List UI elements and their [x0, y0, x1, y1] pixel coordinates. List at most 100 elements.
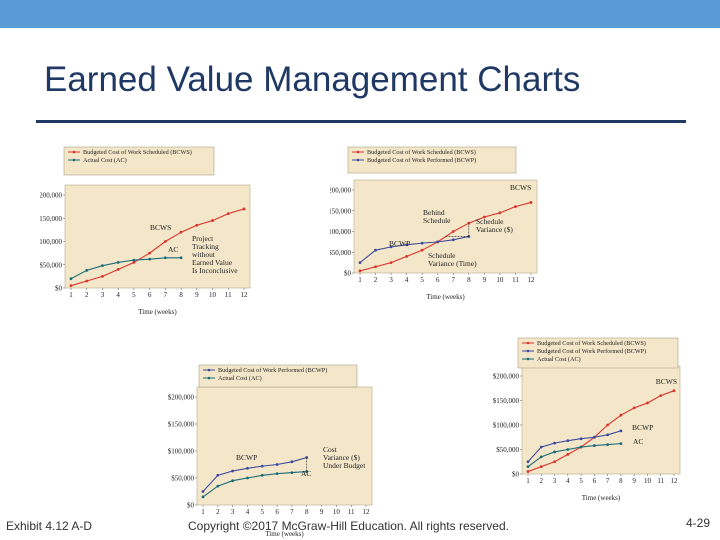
legend-label: Actual Cost (AC) — [83, 157, 127, 164]
x-tick-label: 11 — [225, 291, 232, 299]
data-point — [290, 460, 294, 464]
series-line — [70, 257, 182, 280]
data-point — [659, 394, 663, 397]
x-tick-label: 4 — [116, 291, 120, 299]
legend-box — [63, 146, 215, 176]
data-point — [195, 223, 199, 227]
chart-annotation: without — [192, 250, 216, 259]
data-point — [148, 251, 152, 255]
data-point — [101, 274, 104, 278]
legend-box — [517, 337, 679, 369]
chart-annotation: BCWP — [632, 423, 653, 432]
data-point — [514, 205, 517, 208]
data-point — [85, 279, 89, 283]
data-point — [539, 455, 543, 459]
chart-d: $0 $50,000 $100,000 $150,000 $200,000 1 2 3 4 5 6 7… — [480, 334, 682, 504]
chart-annotation: BCWS — [510, 183, 531, 192]
y-tick-label: $200,000 — [330, 187, 352, 195]
series-line — [70, 208, 245, 287]
data-point — [216, 484, 220, 488]
y-tick-label: $100,000 — [168, 448, 195, 456]
y-tick-label: $100,000 — [330, 228, 352, 236]
data-point — [216, 473, 220, 477]
data-point — [275, 472, 279, 476]
x-tick-label: 3 — [231, 508, 235, 516]
data-point — [420, 241, 424, 245]
y-tick-label: $200,000 — [493, 373, 520, 381]
x-tick-label: 5 — [132, 291, 136, 299]
chart-annotation: Schedule — [423, 216, 451, 225]
data-point — [231, 479, 235, 483]
x-tick-label: 6 — [436, 276, 440, 284]
data-point — [592, 444, 596, 447]
y-tick-label: $50,000 — [496, 446, 519, 454]
series-line — [202, 456, 307, 492]
x-tick-label: 6 — [148, 291, 152, 299]
x-tick-label: 7 — [452, 276, 456, 284]
x-tick-label: 2 — [216, 508, 220, 516]
plot-area — [521, 365, 681, 475]
plot-area — [353, 179, 538, 274]
y-tick-label: $200,000 — [40, 192, 63, 200]
plot-area — [196, 386, 373, 506]
x-tick-label: 3 — [553, 477, 557, 485]
data-point — [116, 268, 120, 271]
x-tick-label: 11 — [512, 276, 519, 284]
x-tick-label: 8 — [619, 477, 623, 485]
chart-annotation: Project — [192, 234, 214, 243]
y-tick-label: $0 — [55, 285, 63, 293]
y-tick-label: $150,000 — [493, 397, 520, 405]
chart-c: $0 $50,000 $100,000 $150,000 $200,000 1 2 3 4 5 6 7… — [155, 355, 380, 540]
data-point — [201, 495, 205, 499]
data-point — [201, 490, 205, 493]
legend-box — [347, 146, 517, 174]
chart-annotation: Schedule — [428, 251, 456, 260]
y-tick-label: $0 — [187, 502, 195, 510]
data-point — [246, 466, 249, 470]
data-point — [163, 256, 167, 260]
series-line — [527, 390, 675, 473]
legend-marker — [207, 376, 211, 380]
data-point — [566, 439, 570, 443]
x-tick-label: 7 — [606, 477, 610, 485]
x-tick-label: 5 — [420, 276, 424, 284]
y-tick-label: $150,000 — [40, 215, 63, 223]
x-tick-label: 7 — [290, 508, 294, 516]
chart-annotation: Variance ($) — [476, 225, 513, 234]
data-point — [646, 401, 649, 405]
data-point — [358, 261, 362, 265]
data-point — [260, 464, 264, 468]
data-point — [619, 442, 623, 446]
x-tick-label: 1 — [69, 291, 73, 299]
data-point — [290, 471, 294, 474]
data-point — [526, 465, 530, 469]
x-axis-label: Time (weeks) — [265, 530, 304, 538]
chart-svg: $0$50,000$100,000$150,000$200,0001234567… — [330, 146, 538, 301]
x-tick-label: 5 — [579, 477, 583, 485]
data-point — [246, 476, 249, 480]
chart-annotation: AC — [301, 469, 311, 478]
data-point — [579, 445, 583, 449]
y-tick-label: $0 — [344, 270, 352, 278]
data-point — [179, 256, 183, 260]
legend-marker — [526, 341, 530, 345]
x-tick-label: 6 — [593, 477, 597, 485]
x-tick-label: 12 — [241, 291, 249, 299]
x-tick-label: 10 — [333, 508, 341, 516]
data-point — [389, 261, 393, 265]
data-point — [451, 230, 455, 233]
data-point — [436, 240, 440, 244]
plot-area — [64, 184, 251, 289]
chart-annotation: Variance ($) — [323, 453, 360, 462]
slide-title: Earned Value Management Charts — [44, 60, 581, 99]
x-tick-label: 4 — [405, 276, 409, 284]
x-tick-label: 2 — [85, 291, 89, 299]
chart-svg: $0$50,000$100,000$150,000$200,0001234567… — [40, 146, 251, 316]
x-tick-label: 2 — [374, 276, 378, 284]
copyright-notice: Copyright ©2017 McGraw-Hill Education. A… — [188, 519, 509, 533]
data-point — [529, 201, 533, 204]
series-line — [527, 443, 621, 468]
data-point — [592, 435, 596, 439]
series-line — [359, 235, 469, 264]
